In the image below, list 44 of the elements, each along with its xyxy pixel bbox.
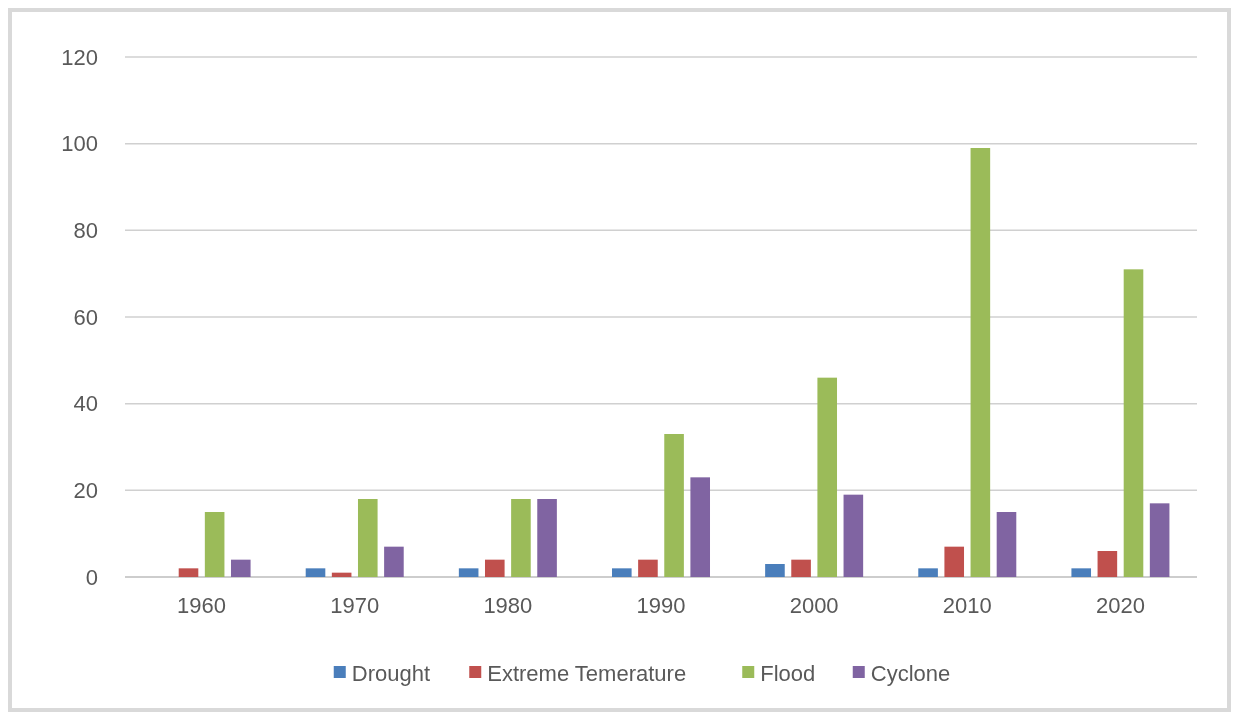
bar bbox=[484, 559, 505, 577]
bar bbox=[230, 559, 251, 577]
y-tick-label: 20 bbox=[73, 478, 98, 504]
bar bbox=[1071, 568, 1092, 577]
x-tick-label: 1960 bbox=[177, 593, 227, 618]
bar bbox=[944, 546, 965, 577]
bar bbox=[1097, 551, 1118, 577]
bar bbox=[918, 568, 938, 577]
x-tick-label: 2000 bbox=[789, 593, 839, 618]
bar bbox=[996, 512, 1017, 577]
x-tick-label: 2020 bbox=[1095, 593, 1145, 618]
y-tick-label: 40 bbox=[73, 391, 98, 417]
bar bbox=[204, 512, 225, 577]
bar bbox=[1123, 269, 1144, 577]
bar bbox=[1149, 503, 1170, 577]
bar bbox=[638, 559, 658, 577]
y-tick-label: 60 bbox=[73, 304, 98, 330]
legend-label: Flood bbox=[760, 660, 816, 686]
bar bbox=[970, 148, 991, 577]
bar bbox=[384, 546, 404, 577]
bar bbox=[537, 499, 557, 577]
x-tick-label: 2010 bbox=[942, 593, 992, 618]
x-tick-label: 1990 bbox=[636, 593, 686, 618]
y-tick-label: 100 bbox=[61, 131, 98, 157]
bar bbox=[458, 568, 479, 577]
bar bbox=[357, 499, 378, 577]
legend-label: Drought bbox=[351, 660, 431, 686]
bar bbox=[305, 568, 326, 577]
bar bbox=[664, 434, 684, 577]
bar bbox=[791, 559, 811, 577]
y-tick-label: 80 bbox=[73, 218, 98, 244]
legend-label: Extreme Temerature bbox=[487, 660, 687, 686]
y-tick-label: 120 bbox=[61, 44, 98, 70]
bar bbox=[765, 564, 785, 577]
x-tick-label: 1980 bbox=[483, 593, 533, 618]
bar bbox=[611, 568, 632, 577]
bar bbox=[843, 494, 864, 577]
bar bbox=[511, 499, 531, 577]
bar bbox=[690, 477, 711, 577]
legend-label: Cyclone bbox=[870, 660, 951, 686]
y-tick-label: 0 bbox=[85, 564, 98, 590]
bar bbox=[178, 568, 199, 577]
bar bbox=[817, 377, 838, 577]
x-tick-label: 1970 bbox=[330, 593, 380, 618]
